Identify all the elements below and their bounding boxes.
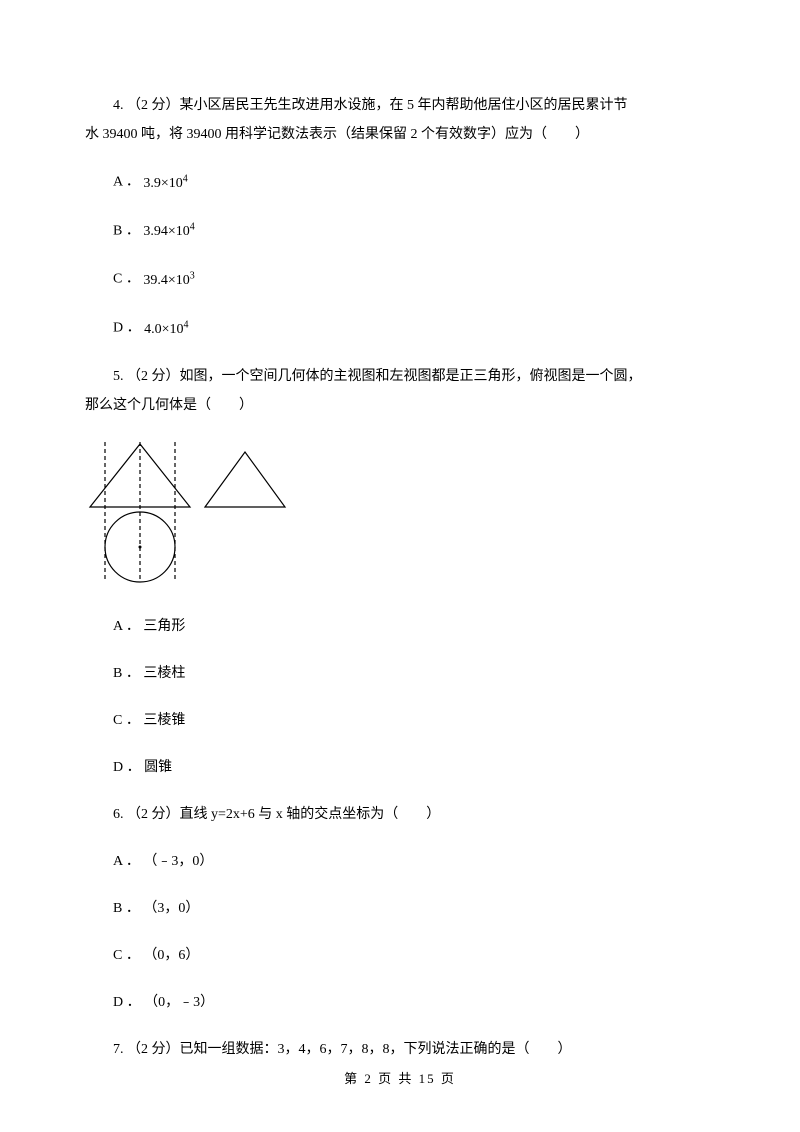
q4-optA-exp: 4 [183,173,188,184]
q5-stem-line2: 那么这个几何体是（ ） [85,395,715,416]
q5-diagram [85,442,715,594]
q4-option-b: B ． 3.94×104 [113,220,715,243]
q5-option-b: B ． 三棱柱 [113,663,715,684]
q4-option-a: A ． 3.9×104 [113,171,715,194]
q4-optA-base: 3.9 [143,176,161,191]
q4-optD-base: 4.0 [144,322,162,337]
views-diagram-svg [85,442,290,587]
q5-option-c: C ． 三棱锥 [113,710,715,731]
q5-option-a: A ． 三角形 [113,616,715,637]
q4-optD-exp: 4 [184,319,189,330]
q4-optC-prefix: C ． [113,272,140,287]
q5-stem-line1: 5. （2 分）如图，一个空间几何体的主视图和左视图都是正三角形，俯视图是一个圆… [85,366,715,387]
q4-option-c: C ． 39.4×103 [113,268,715,291]
q7-stem: 7. （2 分）已知一组数据：3，4，6，7，8，8，下列说法正确的是（ ） [85,1039,715,1060]
q4-option-d: D ． 4.0×104 [113,317,715,340]
q4-stem-line1: 4. （2 分）某小区居民王先生改进用水设施，在 5 年内帮助他居住小区的居民累… [85,95,715,116]
q4-optA-prefix: A ． [113,175,140,190]
q4-optC-base: 39.4 [143,273,168,288]
q5-option-d: D ． 圆锥 [113,757,715,778]
q4-optB-prefix: B ． [113,223,140,238]
q4-stem-line2: 水 39400 吨，将 39400 用科学记数法表示（结果保留 2 个有效数字）… [85,124,715,145]
q6-option-a: A ． （﹣3，0） [113,851,715,872]
q6-option-b: B ． （3，0） [113,898,715,919]
q6-stem: 6. （2 分）直线 y=2x+6 与 x 轴的交点坐标为（ ） [85,804,715,825]
q4-optB-base: 3.94 [143,224,168,239]
q4-optB-exp: 4 [190,222,195,233]
q4-optC-exp: 3 [190,270,195,281]
q4-optD-prefix: D ． [113,321,141,336]
page-footer: 第 2 页 共 15 页 [0,1068,800,1087]
q6-option-d: D ． （0，﹣3） [113,992,715,1013]
q6-option-c: C ． （0，6） [113,945,715,966]
